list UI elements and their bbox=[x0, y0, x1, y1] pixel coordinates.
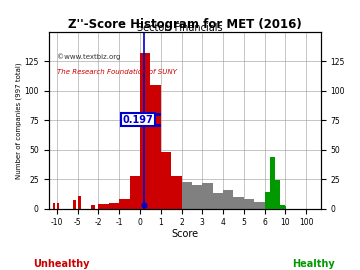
Bar bbox=[273, 205, 275, 209]
Bar bbox=[244, 199, 254, 209]
Bar bbox=[265, 203, 267, 209]
Bar bbox=[109, 203, 119, 209]
Bar bbox=[213, 193, 223, 209]
Text: Healthy: Healthy bbox=[292, 259, 334, 269]
Text: Sector: Financials: Sector: Financials bbox=[137, 23, 223, 33]
Y-axis label: Number of companies (997 total): Number of companies (997 total) bbox=[15, 62, 22, 178]
Title: Z''-Score Histogram for MET (2016): Z''-Score Histogram for MET (2016) bbox=[68, 18, 302, 31]
Bar bbox=[78, 196, 81, 209]
Bar bbox=[275, 180, 278, 209]
Bar bbox=[280, 205, 285, 209]
Bar bbox=[275, 206, 278, 209]
Text: 0.197: 0.197 bbox=[122, 115, 153, 125]
Bar bbox=[254, 202, 265, 209]
Bar bbox=[73, 200, 76, 209]
Bar bbox=[192, 185, 202, 209]
Bar bbox=[280, 208, 283, 209]
Bar bbox=[181, 182, 192, 209]
Bar bbox=[161, 152, 171, 209]
Bar bbox=[267, 204, 270, 209]
Bar bbox=[223, 190, 234, 209]
Bar bbox=[171, 176, 181, 209]
Bar bbox=[275, 180, 280, 209]
Bar bbox=[57, 203, 59, 209]
Text: Unhealthy: Unhealthy bbox=[33, 259, 89, 269]
Bar bbox=[278, 206, 280, 209]
Bar bbox=[130, 176, 140, 209]
Bar bbox=[234, 197, 244, 209]
Bar bbox=[270, 157, 273, 209]
Bar bbox=[265, 192, 267, 209]
Bar bbox=[119, 199, 130, 209]
X-axis label: Score: Score bbox=[171, 229, 198, 239]
Bar bbox=[91, 205, 95, 209]
Bar bbox=[270, 205, 273, 209]
Bar bbox=[98, 204, 109, 209]
Text: ©www.textbiz.org: ©www.textbiz.org bbox=[57, 53, 120, 60]
Bar bbox=[270, 157, 275, 209]
Bar bbox=[202, 183, 213, 209]
Text: The Research Foundation of SUNY: The Research Foundation of SUNY bbox=[57, 69, 176, 75]
Bar bbox=[265, 192, 270, 209]
Bar bbox=[140, 53, 150, 209]
Bar bbox=[280, 205, 283, 209]
Bar bbox=[53, 203, 55, 209]
Bar bbox=[150, 85, 161, 209]
